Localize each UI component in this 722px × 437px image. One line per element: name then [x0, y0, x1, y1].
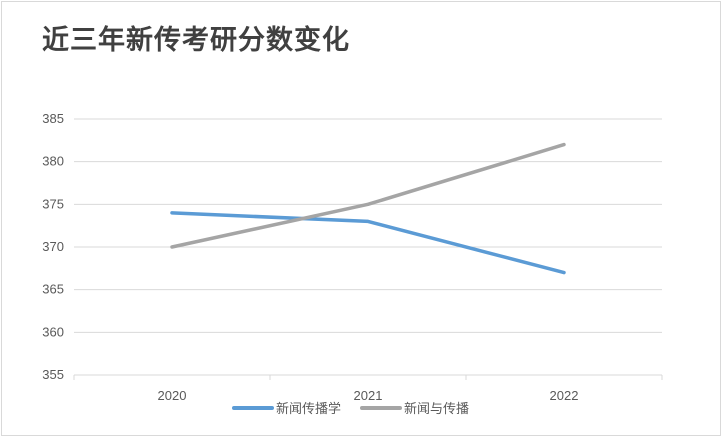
gridlines [74, 118, 662, 376]
legend: 新闻传播学 新闻与传播 [232, 401, 469, 417]
y-tick-label: 360 [42, 324, 64, 339]
x-axis: 2020 2021 2022 [73, 375, 663, 403]
x-tick-label: 2022 [550, 388, 579, 403]
legend-label: 新闻与传播 [404, 401, 469, 417]
y-tick-label: 370 [42, 239, 64, 254]
y-tick-label: 385 [42, 111, 64, 126]
data-point [562, 143, 566, 147]
x-tick-label: 2020 [158, 388, 187, 403]
x-tick-label: 2021 [354, 388, 383, 403]
data-point [562, 271, 566, 275]
y-tick-label: 355 [42, 367, 64, 382]
data-point [170, 245, 174, 249]
data-point [366, 219, 370, 223]
data-point [366, 202, 370, 206]
y-axis: 355 360 365 370 375 380 385 [42, 111, 64, 382]
series-lines [170, 142, 566, 275]
y-tick-label: 380 [42, 154, 64, 169]
series-line-2 [170, 142, 566, 249]
data-point [170, 211, 174, 215]
y-tick-label: 365 [42, 282, 64, 297]
chart-title: 近三年新传考研分数变化 [42, 25, 350, 56]
y-tick-label: 375 [42, 196, 64, 211]
legend-label: 新闻传播学 [276, 401, 341, 417]
